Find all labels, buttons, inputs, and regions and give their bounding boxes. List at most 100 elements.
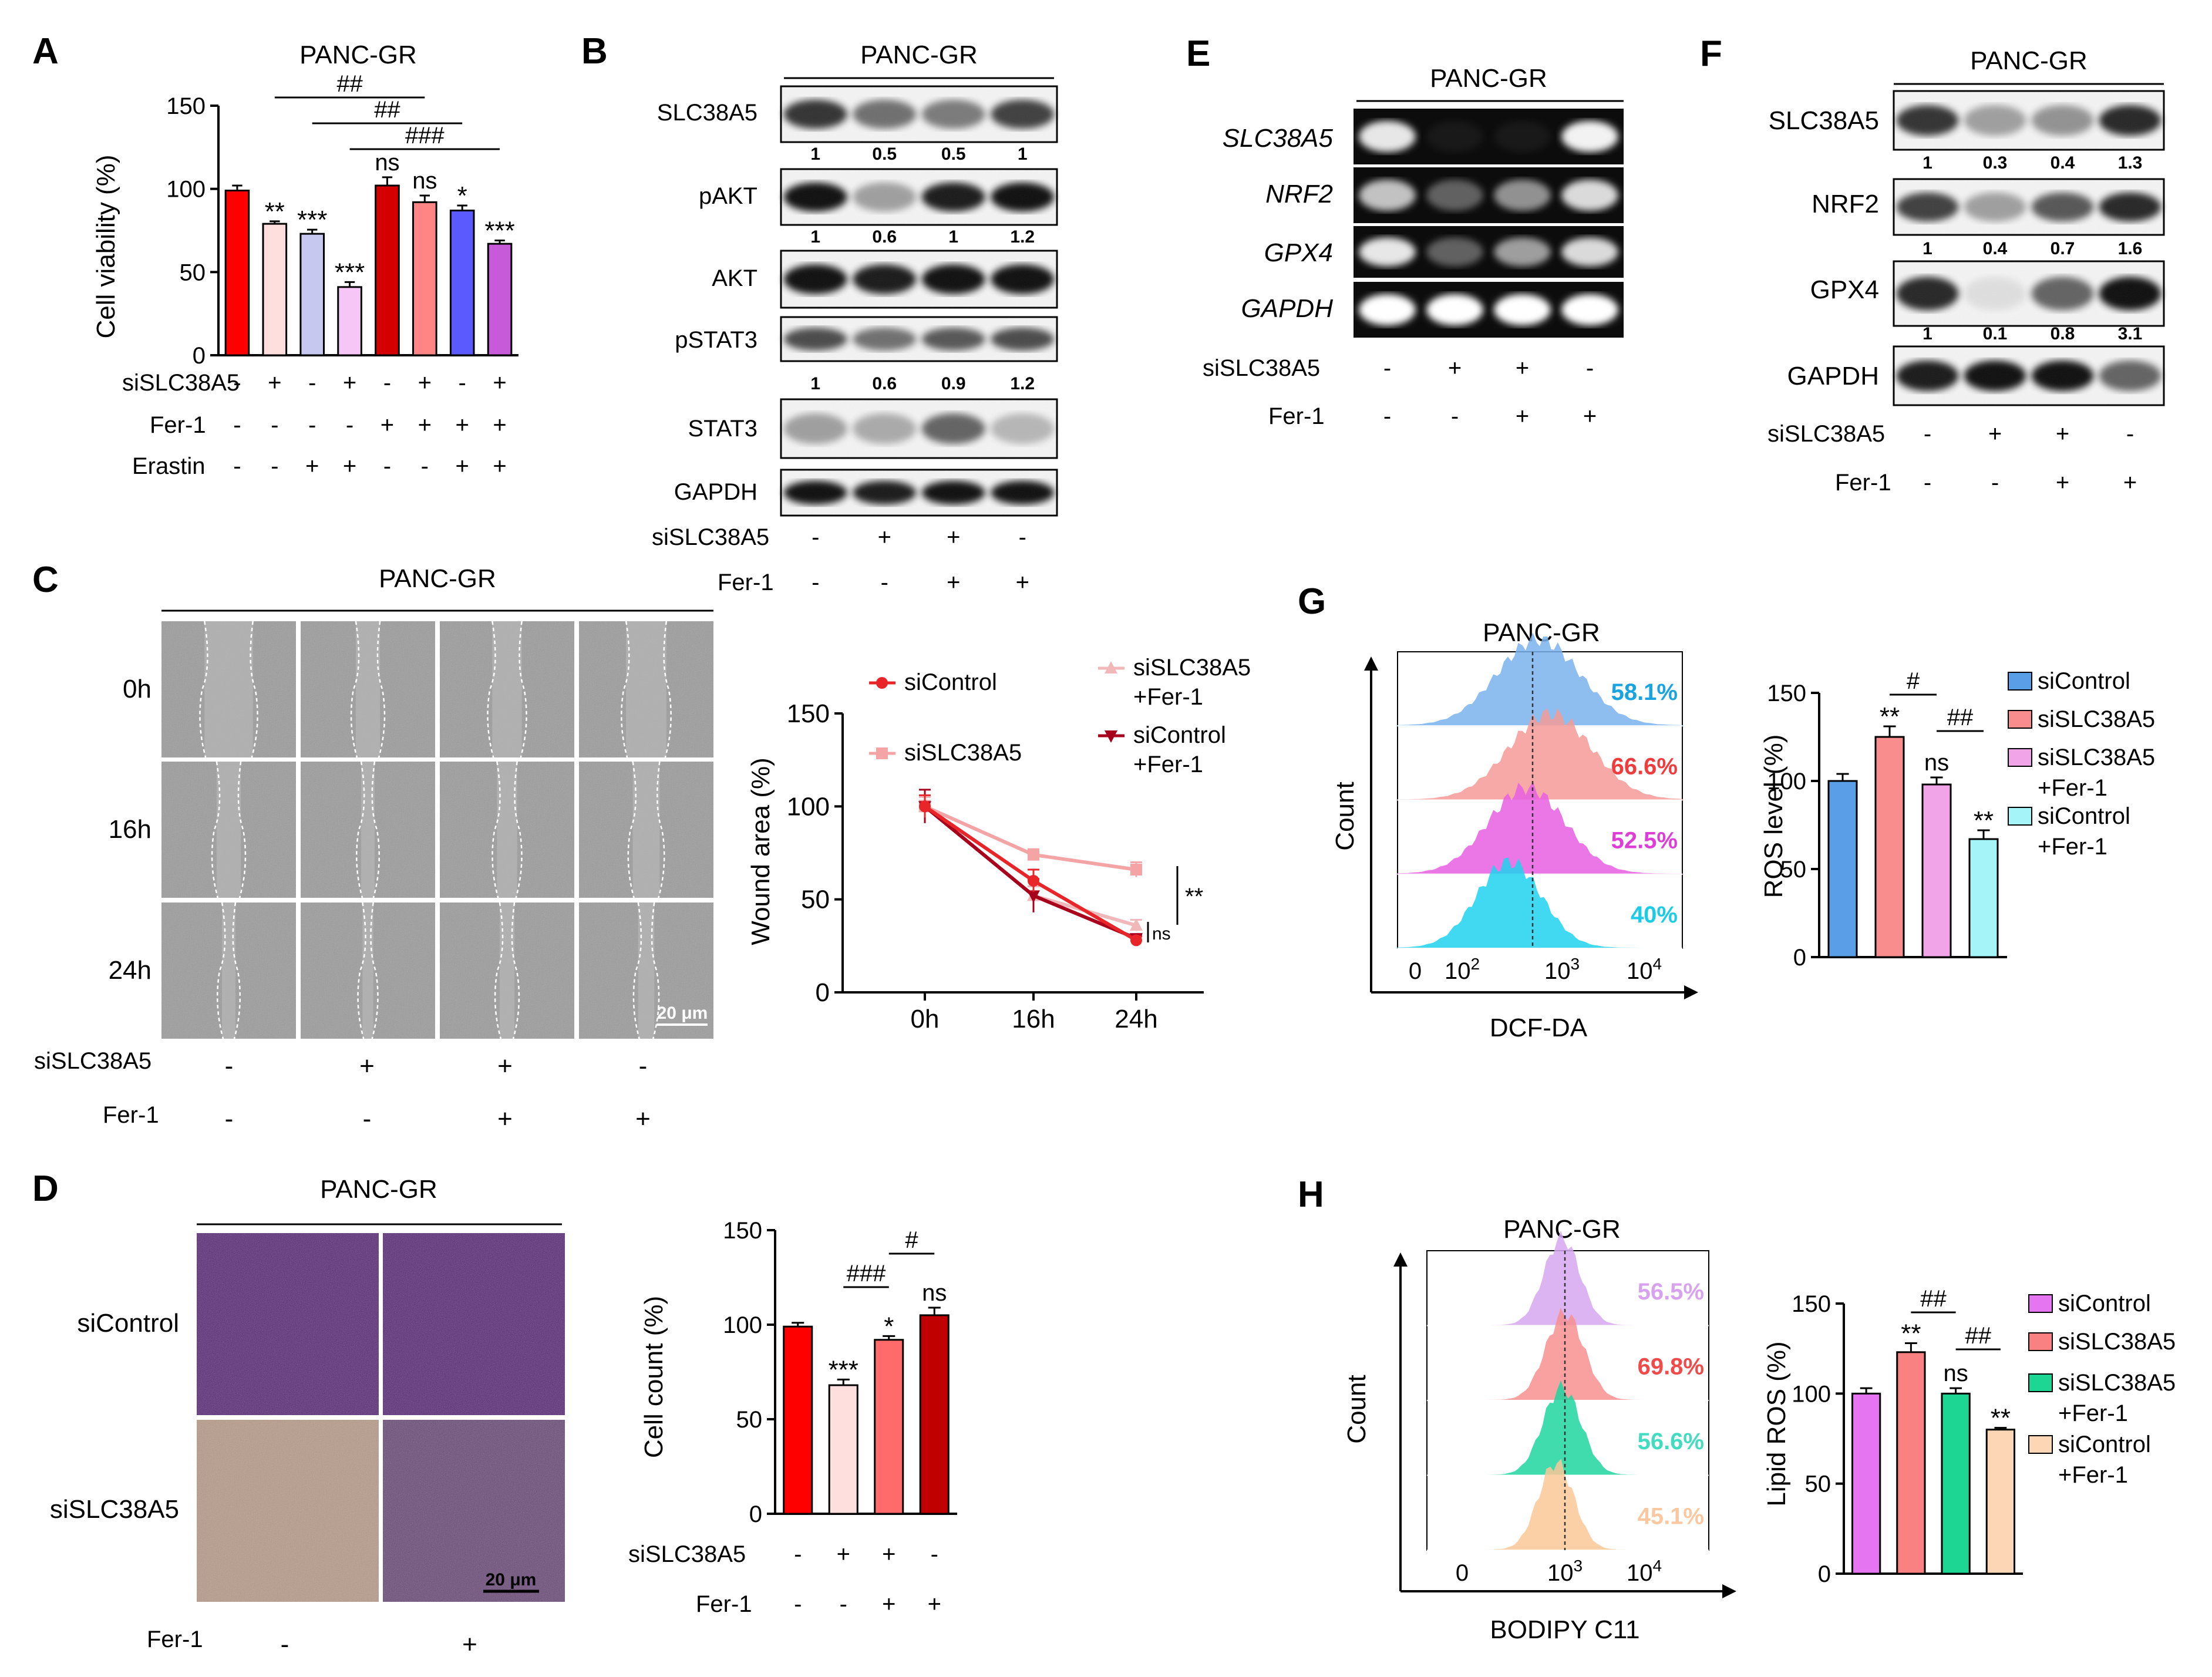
panel-b-quant: 0.5	[941, 144, 966, 164]
panel-f-fer-sign-4: +	[2123, 470, 2137, 496]
panel-c-wound-image	[161, 621, 296, 758]
y-tick-label: 150	[787, 699, 830, 728]
data-point	[876, 677, 888, 689]
bar	[299, 233, 325, 356]
flow-histogram	[1397, 632, 1683, 727]
panel-label-c: C	[32, 560, 59, 600]
flow-percent: 66.6%	[1611, 753, 1678, 779]
panel-label-h: H	[1298, 1174, 1324, 1215]
significance-label: **	[1974, 806, 1994, 835]
significance-label: **	[1901, 1319, 1921, 1348]
flow-tick-base: 0	[1456, 1560, 1469, 1586]
panel-e-gel-band	[1359, 179, 1416, 211]
panel-c-wound-gap	[497, 762, 517, 898]
bar	[783, 1325, 813, 1515]
panel-c-fer-sign-1: -	[225, 1104, 234, 1133]
data-point	[1130, 934, 1142, 947]
panel-c-wound-image	[301, 761, 435, 898]
y-tick-label: 100	[1767, 769, 1806, 794]
panel-c-wound-edge	[651, 902, 660, 1039]
panel-a-si-sign-3: -	[308, 370, 316, 396]
bar	[1896, 1351, 1926, 1575]
data-point	[919, 800, 931, 813]
panel-e-fer-sign-4: +	[1583, 403, 1597, 429]
flow-y-arrow	[1364, 656, 1378, 671]
panel-f-si-sign-1: -	[1924, 421, 1931, 447]
panel-c-wound-edge	[357, 902, 366, 1039]
panel-a-ylabel: Cell viability (%)	[92, 155, 120, 339]
panel-b-blot-4-texture	[781, 317, 1057, 361]
panel-e-gene-label: GPX4	[1264, 238, 1333, 267]
data-point	[1130, 918, 1143, 931]
panel-c-wound-edge	[237, 761, 247, 898]
flow-tick-base: 10	[1445, 958, 1471, 984]
panel-d-si-sign-3: +	[882, 1541, 895, 1567]
significance-label: ns	[1944, 1361, 1968, 1386]
legend-label-line2: +Fer-1	[1133, 684, 1203, 710]
y-tick-label: 0	[749, 1501, 762, 1527]
panel-b-band-label: GAPDH	[674, 479, 757, 505]
y-tick-label: 150	[1767, 681, 1806, 706]
panel-a-fer-sign-3: -	[308, 412, 316, 438]
panel-c-wound-edge	[199, 621, 208, 758]
panel-b-fer-sign-3: +	[947, 570, 960, 595]
legend-label-line2: +Fer-1	[2038, 834, 2107, 860]
sig-label: **	[1185, 884, 1203, 910]
flow-tick-exp: 4	[1652, 1557, 1662, 1575]
panel-c-fer-label: Fer-1	[103, 1102, 159, 1128]
panel-e-gel-band	[1494, 179, 1551, 211]
panel-f-blot-3-texture	[1894, 261, 2164, 326]
y-tick-label: 50	[736, 1407, 763, 1433]
panel-b-si-sign-2: +	[878, 524, 891, 550]
panel-f-blot-1-texture	[1894, 91, 2164, 150]
legend-label-line2: +Fer-1	[2038, 775, 2107, 801]
panel-c-si-label: siSLC38A5	[34, 1048, 151, 1074]
panel-b-quant: 1	[810, 374, 820, 393]
flow-percent: 56.6%	[1638, 1429, 1704, 1454]
panel-a-title: PANC-GR	[299, 41, 417, 69]
flow-percent: 40%	[1631, 902, 1678, 928]
flow-tick-label: 0	[1456, 1560, 1469, 1586]
bracket-label: #	[905, 1227, 918, 1253]
y-tick-label: 0	[1818, 1561, 1831, 1587]
panel-d-fer-sign-1: -	[281, 1630, 289, 1659]
significance-label: **	[265, 197, 285, 226]
panel-a-fer-sign-2: -	[271, 412, 278, 438]
panel-d-fer-sign-4: +	[928, 1591, 941, 1617]
bracket-label: ##	[1965, 1323, 1992, 1349]
flow-percent: 45.1%	[1638, 1503, 1704, 1529]
y-tick-label: 0	[193, 343, 206, 369]
panel-c-wound-edge	[371, 761, 381, 898]
sig-label-minor: ns	[1152, 924, 1171, 944]
panel-e-gel-band	[1426, 237, 1483, 267]
panel-d-image-texture	[197, 1420, 379, 1602]
panel-e-si-sign-4: -	[1586, 355, 1594, 381]
bracket-label: ###	[847, 1261, 886, 1287]
panel-c-wound-edge	[211, 761, 221, 898]
panel-c-wound-image	[440, 761, 574, 898]
panel-c-wound-edge	[232, 902, 241, 1039]
panel-e-fer-sign-3: +	[1516, 403, 1529, 429]
panel-a-fer-label: Fer-1	[150, 412, 206, 438]
panel-f-quant: 1.6	[2118, 239, 2143, 258]
panel-c-si-sign-1: -	[225, 1052, 234, 1080]
panel-d-title: PANC-GR	[320, 1175, 437, 1204]
panel-c-wound-edge	[632, 902, 642, 1039]
panel-h-ylabel: Lipid ROS (%)	[1762, 1341, 1791, 1506]
panel-b-si-sign-1: -	[812, 524, 819, 550]
panel-c-wound-edge	[370, 902, 379, 1039]
bar	[1874, 736, 1905, 958]
panel-e-gel-row-2	[1354, 167, 1624, 223]
bracket-label: ##	[336, 71, 363, 97]
legend-label: siControl	[2038, 803, 2130, 829]
panel-a-erastin-sign-1: -	[233, 453, 241, 479]
y-tick-label: 50	[180, 260, 206, 285]
panel-e-gel-row-4	[1354, 282, 1624, 338]
panel-d-fer-label: Fer-1	[147, 1627, 203, 1652]
legend-label: siControl	[2038, 668, 2130, 694]
panel-e-gel-band	[1494, 237, 1551, 267]
panel-e-fer-label: Fer-1	[1268, 403, 1325, 429]
panel-c-wound-gap	[204, 621, 253, 757]
panel-c-wound-edge	[355, 761, 365, 898]
panel-f-band-label: GPX4	[1810, 275, 1879, 304]
